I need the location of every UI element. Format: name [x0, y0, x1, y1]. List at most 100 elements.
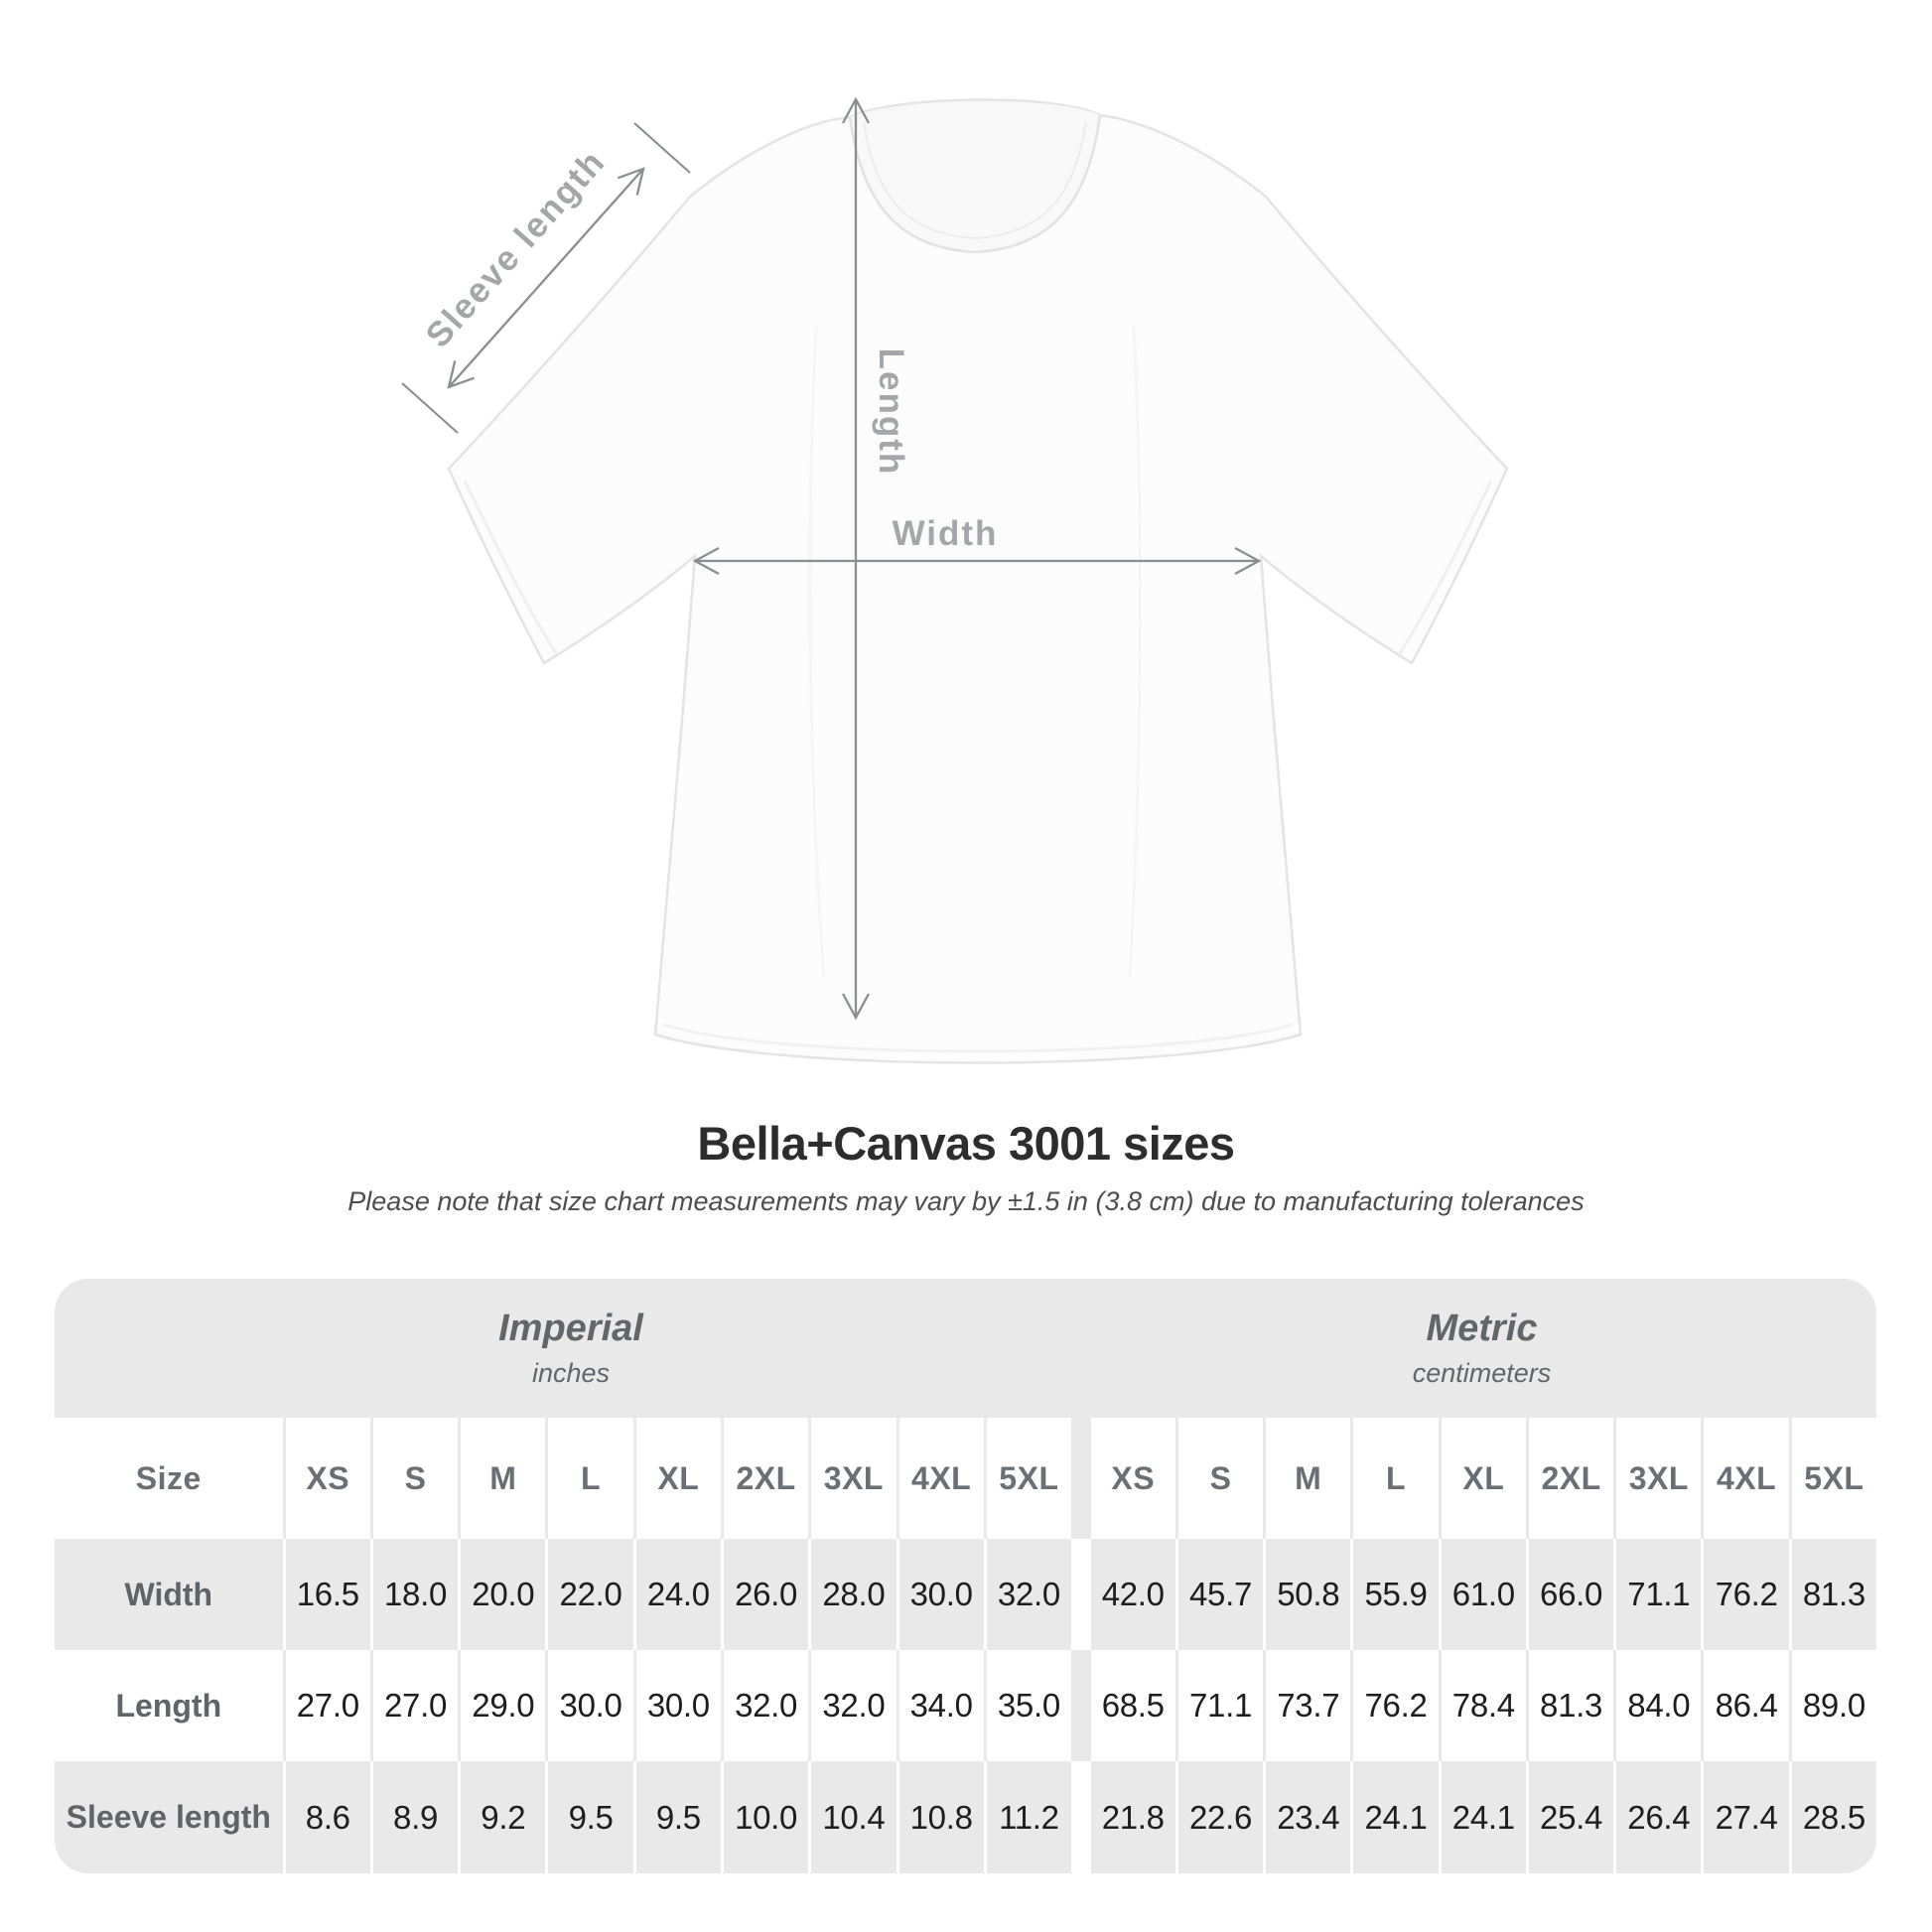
value-cell: 24.1	[1441, 1761, 1526, 1873]
value-cell: 22.0	[548, 1539, 633, 1650]
value-cell: 76.2	[1353, 1650, 1439, 1761]
value-cell: 71.1	[1616, 1539, 1702, 1650]
tshirt-measurement-diagram: Sleeve length Length Width	[401, 96, 1509, 1064]
value-cell: 32.0	[723, 1650, 809, 1761]
size-column-header: 3XL	[1616, 1418, 1702, 1539]
size-column-header: 5XL	[986, 1418, 1072, 1539]
tshirt-crease	[808, 327, 826, 979]
value-cell: 73.7	[1266, 1650, 1351, 1761]
value-cell: 84.0	[1616, 1650, 1702, 1761]
size-column-header: 5XL	[1791, 1418, 1876, 1539]
size-column-header: 4XL	[1704, 1418, 1789, 1539]
row-label-width: Width	[55, 1539, 283, 1650]
value-cell: 34.0	[898, 1650, 984, 1761]
sleeve-length-dimension-arrow	[447, 167, 645, 389]
value-cell: 30.0	[548, 1650, 633, 1761]
value-cell: 68.5	[1090, 1650, 1175, 1761]
page-title: Bella+Canvas 3001 sizes	[697, 1117, 1235, 1170]
size-column-header: L	[1353, 1418, 1439, 1539]
value-cell: 18.0	[372, 1539, 459, 1650]
size-column-header: M	[461, 1418, 546, 1539]
size-header-label: Size	[55, 1418, 283, 1539]
value-cell: 9.2	[461, 1761, 546, 1873]
imperial-section-header: Imperial inches	[55, 1279, 1087, 1418]
value-cell: 10.0	[723, 1761, 809, 1873]
value-cell: 10.4	[811, 1761, 897, 1873]
value-cell: 26.0	[723, 1539, 809, 1650]
size-header-row: Size XS S M L XL 2XL 3XL 4XL 5XL XS S M L XL 2XL 3XL 4XL…	[55, 1418, 1876, 1539]
tshirt-body	[447, 98, 1509, 1064]
imperial-section-title: Imperial	[498, 1308, 643, 1349]
size-column-header: S	[372, 1418, 459, 1539]
size-column-header: XS	[285, 1418, 370, 1539]
value-cell: 8.6	[285, 1761, 370, 1873]
imperial-section-unit: inches	[531, 1358, 611, 1388]
size-column-header: XL	[1441, 1418, 1526, 1539]
section-divider	[1074, 1761, 1088, 1873]
size-column-header: 2XL	[1528, 1418, 1614, 1539]
tshirt-crease	[1128, 327, 1142, 979]
value-cell: 9.5	[548, 1761, 633, 1873]
value-cell: 42.0	[1090, 1539, 1175, 1650]
section-divider	[1074, 1418, 1088, 1539]
page-subtitle: Please note that size chart measurements…	[347, 1186, 1585, 1216]
value-cell: 81.3	[1528, 1650, 1614, 1761]
value-cell: 21.8	[1090, 1761, 1175, 1873]
row-label-length: Length	[55, 1650, 283, 1761]
value-cell: 76.2	[1704, 1539, 1789, 1650]
tshirt-hem-stitch	[662, 1023, 1294, 1053]
size-column-header: 3XL	[811, 1418, 897, 1539]
value-cell: 78.4	[1441, 1650, 1526, 1761]
value-cell: 22.6	[1177, 1761, 1264, 1873]
length-label: Length	[872, 348, 910, 477]
size-column-header: XL	[635, 1418, 721, 1539]
measurement-arrows	[401, 96, 1262, 1021]
value-cell: 27.0	[372, 1650, 459, 1761]
width-row: Width 16.5 18.0 20.0 22.0 24.0 26.0 28.0 30.0 32…	[55, 1539, 1876, 1650]
value-cell: 50.8	[1266, 1539, 1351, 1650]
value-cell: 24.0	[635, 1539, 721, 1650]
section-divider	[1074, 1539, 1088, 1650]
value-cell: 32.0	[986, 1539, 1072, 1650]
tshirt-collar-band	[863, 120, 1087, 240]
value-cell: 20.0	[461, 1539, 546, 1650]
metric-section-title: Metric	[1426, 1308, 1538, 1349]
sleeve-dimension-tick	[401, 382, 459, 434]
value-cell: 10.8	[898, 1761, 984, 1873]
tshirt-neck-opening	[850, 100, 1100, 253]
size-column-header: 2XL	[723, 1418, 809, 1539]
value-cell: 66.0	[1528, 1539, 1614, 1650]
length-row: Length 27.0 27.0 29.0 30.0 30.0 32.0 32.0 34.0 3…	[55, 1650, 1876, 1761]
value-cell: 86.4	[1704, 1650, 1789, 1761]
value-cell: 24.1	[1353, 1761, 1439, 1873]
value-cell: 30.0	[635, 1650, 721, 1761]
size-column-header: M	[1266, 1418, 1351, 1539]
value-cell: 71.1	[1177, 1650, 1264, 1761]
value-cell: 27.4	[1704, 1761, 1789, 1873]
value-cell: 55.9	[1353, 1539, 1439, 1650]
value-cell: 35.0	[986, 1650, 1072, 1761]
sleeve-dimension-tick	[633, 122, 691, 174]
size-column-header: 4XL	[898, 1418, 984, 1539]
value-cell: 29.0	[461, 1650, 546, 1761]
size-column-header: XS	[1090, 1418, 1175, 1539]
metric-section-header: Metric centimeters	[1087, 1279, 1876, 1418]
value-cell: 8.9	[372, 1761, 459, 1873]
sleeve-length-row: Sleeve length 8.6 8.9 9.2 9.5 9.5 10.0 10.4 10.…	[55, 1761, 1876, 1873]
size-column-header: L	[548, 1418, 633, 1539]
value-cell: 27.0	[285, 1650, 370, 1761]
value-cell: 89.0	[1791, 1650, 1876, 1761]
value-cell: 45.7	[1177, 1539, 1264, 1650]
size-column-header: S	[1177, 1418, 1264, 1539]
metric-section-unit: centimeters	[1412, 1358, 1552, 1388]
unit-section-header: Imperial inches Metric centimeters	[55, 1279, 1876, 1418]
value-cell: 81.3	[1791, 1539, 1876, 1650]
size-chart-table: Imperial inches Metric centimeters Size …	[55, 1279, 1876, 1873]
tshirt-left-cuff-stitch	[463, 480, 558, 654]
row-label-sleeve-length: Sleeve length	[55, 1761, 283, 1873]
section-divider	[1074, 1650, 1088, 1761]
width-label: Width	[893, 514, 999, 553]
value-cell: 25.4	[1528, 1761, 1614, 1873]
value-cell: 32.0	[811, 1650, 897, 1761]
value-cell: 30.0	[898, 1539, 984, 1650]
